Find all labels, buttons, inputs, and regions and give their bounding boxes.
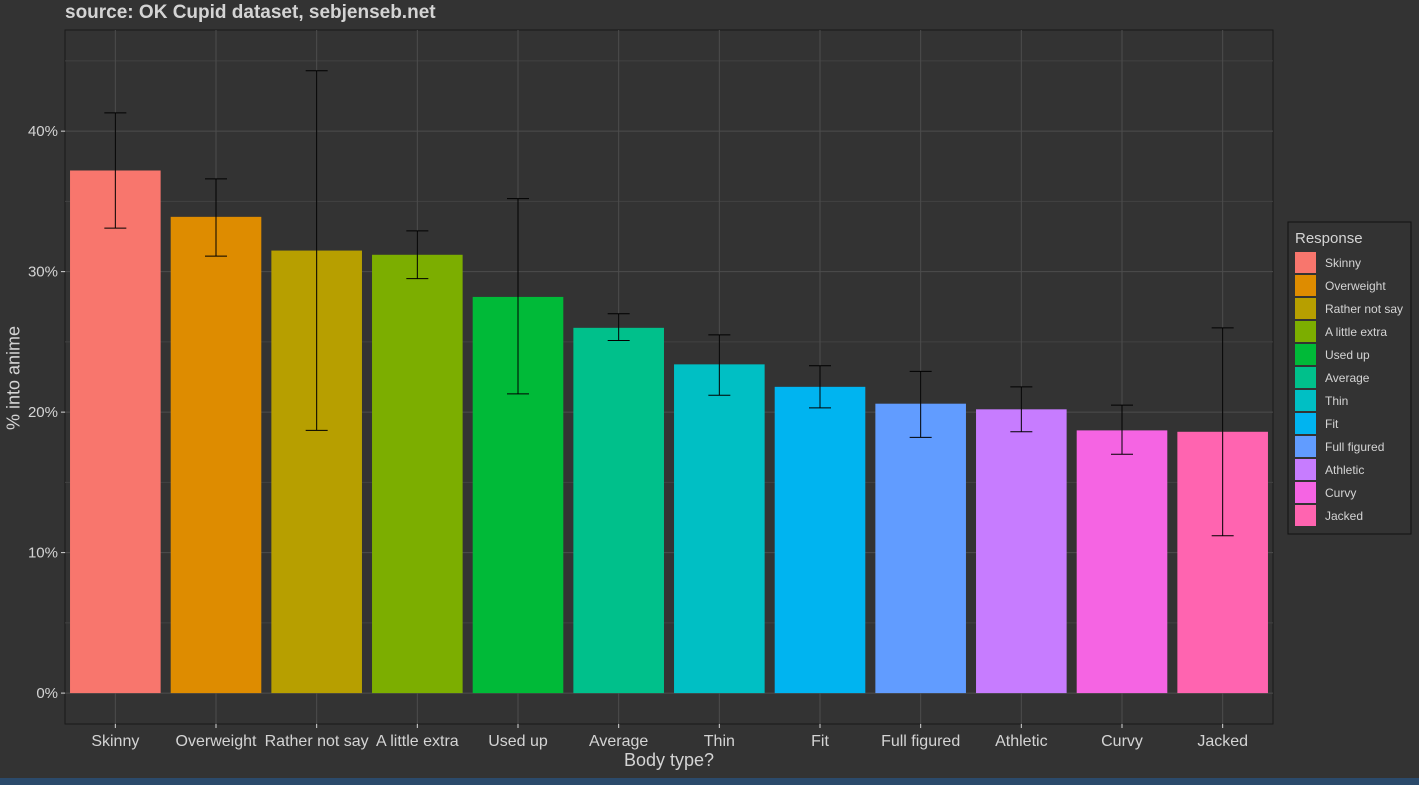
y-tick-label: 10% — [28, 545, 58, 562]
x-tick-label: Overweight — [176, 733, 257, 750]
legend-label: Jacked — [1325, 509, 1363, 523]
x-tick-label: A little extra — [376, 733, 459, 750]
x-tick-label: Skinny — [91, 733, 139, 750]
legend-key-10 — [1295, 482, 1316, 503]
legend-key-3 — [1295, 321, 1316, 342]
bar-3 — [372, 254, 463, 694]
legend-key-4 — [1295, 344, 1316, 365]
x-axis-label: Body type? — [623, 750, 715, 770]
bar-9 — [976, 409, 1067, 694]
legend-key-7 — [1295, 413, 1316, 434]
legend-key-6 — [1295, 390, 1316, 411]
y-axis-ticks: 0% 10% 20% 30% 40% — [28, 123, 65, 702]
legend-label: Overweight — [1325, 279, 1386, 293]
plot-panel — [64, 29, 1274, 725]
bars — [70, 170, 1268, 694]
chart-title: source: OK Cupid dataset, sebjenseb.net — [65, 2, 436, 23]
legend-key-0 — [1295, 252, 1316, 273]
legend-title: Response — [1295, 230, 1363, 247]
bar-0 — [70, 170, 161, 694]
error-bars — [104, 70, 1234, 537]
x-tick-label: Curvy — [1101, 733, 1143, 750]
x-tick-label: Rather not say — [265, 733, 369, 750]
legend-key-11 — [1295, 505, 1316, 526]
legend-label: Rather not say — [1325, 302, 1403, 316]
legend-label: Curvy — [1325, 486, 1356, 500]
x-tick-label: Average — [589, 733, 648, 750]
y-tick-label: 20% — [28, 404, 58, 421]
bar-7 — [774, 386, 866, 694]
legend-key-2 — [1295, 298, 1316, 319]
x-tick-label: Jacked — [1197, 733, 1248, 750]
x-axis-ticks: Skinny Overweight Rather not say A little e… — [91, 724, 1248, 750]
y-tick-label: 40% — [28, 123, 58, 140]
bar-5 — [573, 327, 664, 694]
y-tick-label: 0% — [36, 685, 58, 702]
bar-8 — [875, 403, 966, 694]
y-tick-label: 30% — [28, 264, 58, 281]
legend-key-5 — [1295, 367, 1316, 388]
legend-key-9 — [1295, 459, 1316, 480]
legend-label: Full figured — [1325, 440, 1384, 454]
legend-label: Athletic — [1325, 463, 1364, 477]
legend-label: Fit — [1325, 417, 1339, 431]
x-tick-label: Athletic — [995, 733, 1047, 750]
window-bottom-strip — [0, 778, 1419, 785]
legend-key-1 — [1295, 275, 1316, 296]
x-tick-label: Thin — [704, 733, 735, 750]
bar-10 — [1076, 430, 1168, 694]
legend-label: Thin — [1325, 394, 1348, 408]
bar-1 — [170, 216, 262, 694]
legend-label: Skinny — [1325, 256, 1361, 270]
x-tick-label: Fit — [811, 733, 829, 750]
x-tick-label: Used up — [488, 733, 548, 750]
x-tick-label: Full figured — [881, 733, 960, 750]
bar-6 — [674, 364, 765, 694]
legend-key-8 — [1295, 436, 1316, 457]
legend-label: Average — [1325, 371, 1370, 385]
legend: Response Skinny Overweight Rather not say A … — [1287, 221, 1412, 535]
legend-label: A little extra — [1325, 325, 1387, 339]
legend-label: Used up — [1325, 348, 1370, 362]
